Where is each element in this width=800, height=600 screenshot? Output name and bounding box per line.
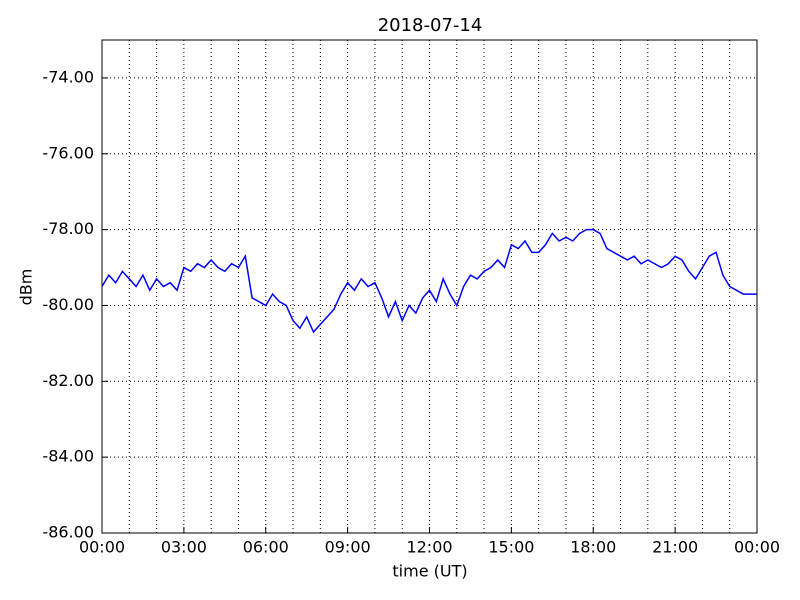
chart-title: 2018-07-14 — [378, 15, 483, 36]
y-tick-label: -80.00 — [42, 295, 94, 314]
y-axis-label: dBm — [17, 269, 36, 306]
y-tick-label: -84.00 — [42, 447, 94, 466]
y-tick-label: -86.00 — [42, 523, 94, 542]
x-tick-label: 09:00 — [325, 538, 371, 557]
y-tick-label: -74.00 — [42, 67, 94, 86]
x-tick-label: 15:00 — [488, 538, 534, 557]
x-axis-label: time (UT) — [392, 562, 467, 581]
y-tick-label: -78.00 — [42, 219, 94, 238]
x-tick-label: 21:00 — [652, 538, 698, 557]
x-tick-label: 00:00 — [79, 538, 125, 557]
x-tick-label: 06:00 — [243, 538, 289, 557]
y-tick-label: -76.00 — [42, 143, 94, 162]
y-tick-label: -82.00 — [42, 371, 94, 390]
x-tick-label: 18:00 — [570, 538, 616, 557]
plot-frame — [101, 39, 758, 534]
x-tick-label: 00:00 — [734, 538, 780, 557]
x-tick-label: 03:00 — [161, 538, 207, 557]
x-tick-label: 12:00 — [406, 538, 452, 557]
data-line — [101, 228, 757, 334]
